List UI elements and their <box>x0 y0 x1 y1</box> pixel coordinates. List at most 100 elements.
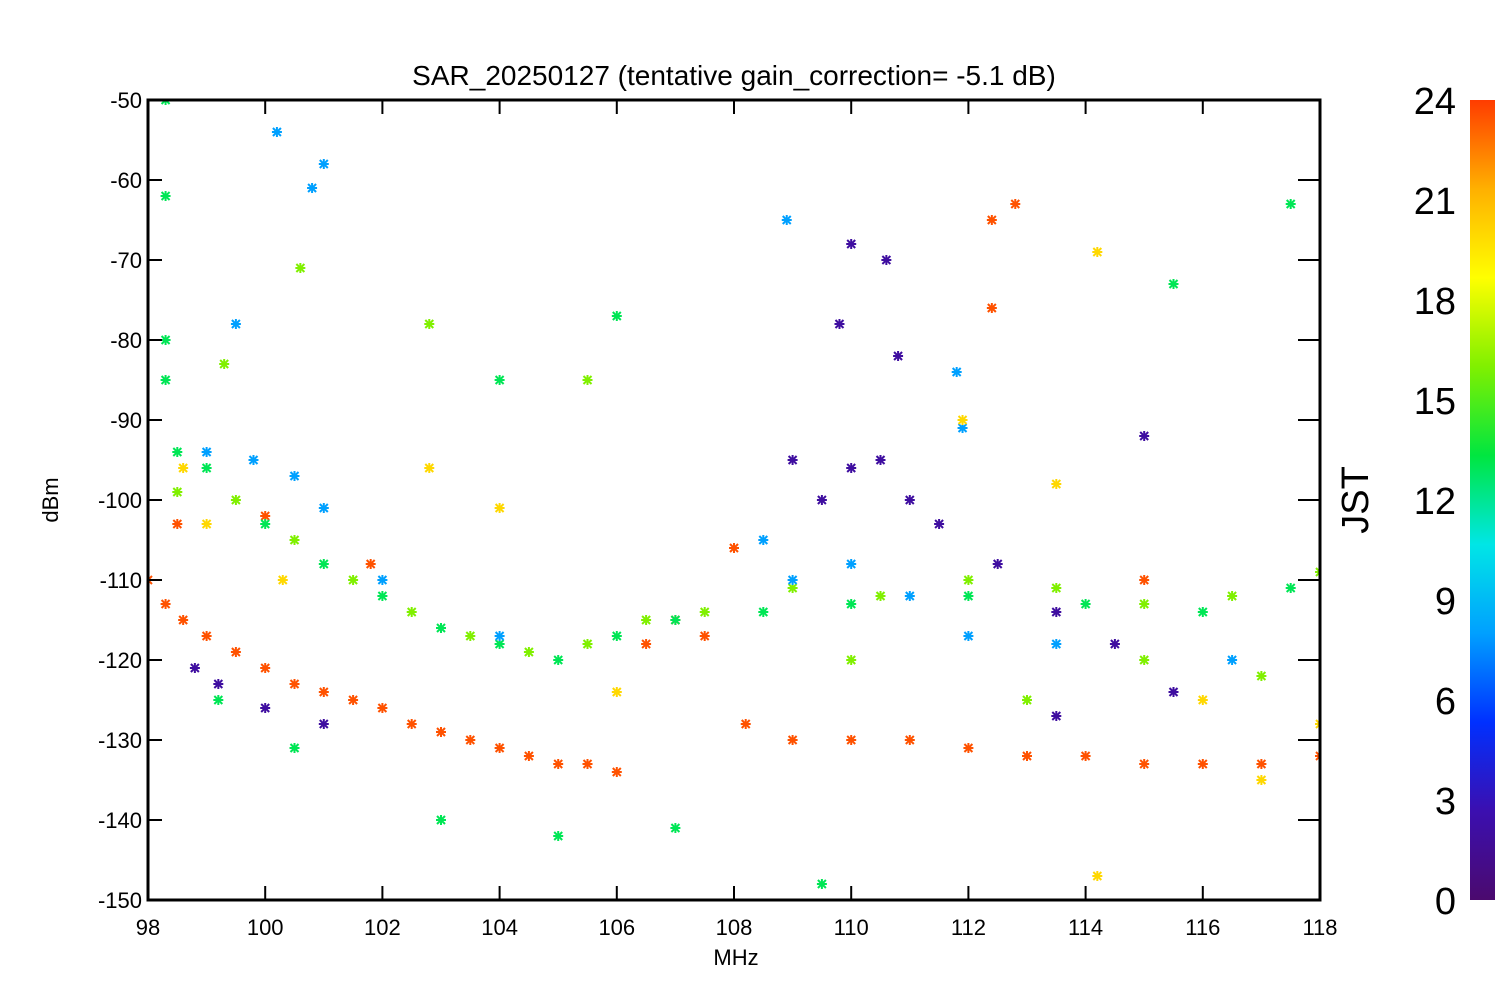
data-point <box>289 471 300 481</box>
data-point <box>992 559 1003 569</box>
data-point <box>260 703 271 713</box>
data-point <box>846 239 857 249</box>
data-point <box>1197 759 1208 769</box>
data-point <box>465 631 476 641</box>
data-point <box>230 647 241 657</box>
data-point <box>213 695 224 705</box>
data-point <box>1092 247 1103 257</box>
y-tick-label: -50 <box>110 88 142 113</box>
x-axis: 98 100 102 104 106 108 110 112 114 116 118 <box>136 100 1338 940</box>
data-point <box>219 359 230 369</box>
data-point <box>295 263 306 273</box>
data-point <box>523 751 534 761</box>
data-point <box>1092 871 1103 881</box>
data-point <box>1227 655 1238 665</box>
data-point <box>1022 751 1032 761</box>
data-point <box>465 735 476 745</box>
data-point <box>494 503 505 513</box>
data-point <box>318 503 329 513</box>
data-point <box>160 100 171 105</box>
data-point <box>904 735 915 745</box>
data-point <box>248 455 259 465</box>
data-point <box>260 511 271 521</box>
data-point <box>611 311 622 321</box>
x-tick-label: 112 <box>951 915 986 940</box>
data-point <box>881 255 892 265</box>
data-point <box>582 375 593 385</box>
y-tick-label: -100 <box>98 488 142 513</box>
y-tick-label: -120 <box>98 648 142 673</box>
colorbar-tick-label: 3 <box>1435 781 1456 823</box>
data-point <box>178 463 189 473</box>
data-point <box>230 319 241 329</box>
data-point <box>963 575 974 585</box>
data-point <box>289 679 300 689</box>
data-point <box>641 639 652 649</box>
data-point <box>787 735 798 745</box>
data-point <box>1080 751 1091 761</box>
data-point <box>846 599 857 609</box>
data-point <box>172 487 183 497</box>
data-point <box>318 719 329 729</box>
data-point <box>1051 479 1062 489</box>
y-tick-label: -80 <box>110 328 142 353</box>
data-point <box>641 615 652 625</box>
data-point <box>1139 431 1150 441</box>
y-tick-label: -130 <box>98 728 142 753</box>
data-point <box>758 607 769 617</box>
colorbar <box>1470 100 1495 900</box>
y-tick-label: -140 <box>98 808 142 833</box>
data-point <box>846 559 857 569</box>
data-point <box>178 615 189 625</box>
data-point <box>986 215 997 225</box>
data-point <box>553 655 564 665</box>
colorbar-ticks: 24 21 18 15 12 9 6 3 0 <box>1414 81 1456 923</box>
x-tick-label: 114 <box>1068 915 1103 940</box>
data-point <box>986 303 997 313</box>
data-point <box>1051 639 1062 649</box>
data-point <box>494 743 505 753</box>
data-point <box>406 607 417 617</box>
colorbar-tick-label: 15 <box>1414 381 1456 423</box>
data-point <box>846 463 857 473</box>
data-point <box>1168 687 1179 697</box>
data-point <box>436 727 446 737</box>
data-point <box>846 655 857 665</box>
data-point <box>1168 279 1179 289</box>
x-tick-label: 100 <box>247 915 284 940</box>
data-point <box>1051 583 1062 593</box>
data-point <box>1285 583 1296 593</box>
data-point <box>963 743 974 753</box>
data-point <box>348 695 359 705</box>
colorbar-tick-label: 12 <box>1414 481 1456 523</box>
data-point <box>787 575 798 585</box>
data-point <box>1256 671 1267 681</box>
colorbar-tick-label: 9 <box>1435 581 1456 623</box>
data-point <box>611 687 622 697</box>
data-point <box>1227 591 1238 601</box>
data-point <box>582 759 593 769</box>
data-point <box>160 191 171 201</box>
data-point <box>424 319 435 329</box>
colorbar-tick-label: 21 <box>1414 181 1456 223</box>
data-point <box>963 631 974 641</box>
data-point <box>699 631 710 641</box>
y-tick-label: -150 <box>98 888 142 913</box>
data-point <box>875 455 886 465</box>
data-point <box>172 519 183 529</box>
data-point <box>582 639 593 649</box>
data-point <box>189 663 200 673</box>
data-point <box>377 703 388 713</box>
data-point <box>436 623 446 633</box>
data-point <box>201 463 212 473</box>
colorbar-tick-label: 0 <box>1435 881 1456 923</box>
x-axis-label: MHz <box>713 945 758 970</box>
data-point <box>875 591 886 601</box>
data-point <box>201 519 212 529</box>
plot-frame <box>146 98 1322 902</box>
data-point <box>377 591 388 601</box>
data-point <box>670 615 681 625</box>
data-point <box>377 575 388 585</box>
data-point <box>318 559 329 569</box>
